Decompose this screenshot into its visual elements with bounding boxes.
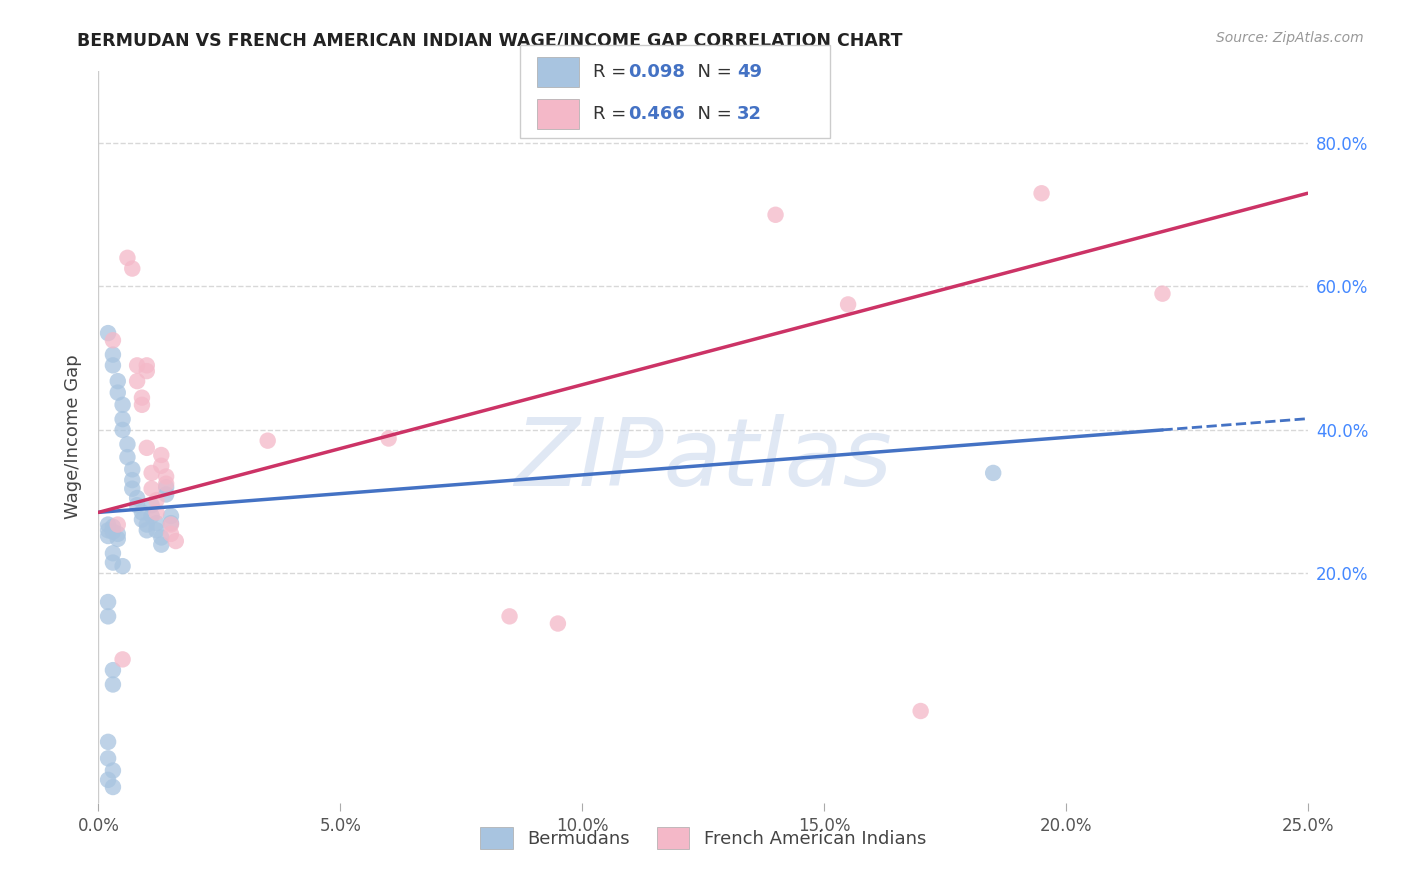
Point — [256, 434, 278, 448]
Point — [101, 556, 124, 570]
Text: Source: ZipAtlas.com: Source: ZipAtlas.com — [1216, 31, 1364, 45]
Point — [160, 517, 183, 532]
Point — [150, 531, 173, 545]
Point — [160, 516, 183, 530]
Point — [1152, 286, 1174, 301]
Point — [111, 398, 134, 412]
Point — [101, 677, 124, 691]
Point — [121, 473, 143, 487]
Point — [107, 532, 129, 546]
Point — [111, 423, 134, 437]
Point — [107, 527, 129, 541]
Point — [117, 251, 139, 265]
Point — [160, 508, 183, 523]
Point — [121, 462, 143, 476]
Point — [127, 374, 149, 388]
Point — [117, 450, 139, 465]
Point — [97, 772, 120, 787]
Point — [145, 505, 167, 519]
Point — [121, 261, 143, 276]
Point — [377, 432, 399, 446]
Point — [107, 374, 129, 388]
Point — [101, 546, 124, 560]
Point — [117, 437, 139, 451]
Point — [111, 559, 134, 574]
Text: R =: R = — [593, 105, 633, 123]
Point — [131, 391, 153, 405]
Point — [107, 517, 129, 532]
Point — [981, 466, 1004, 480]
Point — [97, 529, 120, 543]
Point — [127, 359, 149, 373]
Point — [150, 538, 173, 552]
Point — [141, 466, 163, 480]
Point — [145, 516, 167, 530]
Point — [101, 780, 124, 794]
Point — [107, 385, 129, 400]
Point — [131, 505, 153, 519]
Point — [101, 524, 124, 539]
Point — [111, 412, 134, 426]
Point — [97, 524, 120, 538]
Text: 0.098: 0.098 — [628, 62, 686, 81]
Point — [101, 359, 124, 373]
Text: N =: N = — [686, 105, 738, 123]
Point — [141, 482, 163, 496]
Point — [1031, 186, 1053, 201]
Point — [131, 398, 153, 412]
Point — [121, 482, 143, 496]
Point — [101, 333, 124, 347]
Text: N =: N = — [686, 62, 738, 81]
Point — [155, 480, 177, 494]
Point — [160, 527, 183, 541]
Point — [101, 348, 124, 362]
Text: 0.466: 0.466 — [628, 105, 685, 123]
Point — [155, 487, 177, 501]
Point — [135, 441, 157, 455]
Point — [135, 364, 157, 378]
Point — [135, 524, 157, 538]
Point — [127, 491, 149, 505]
Point — [135, 517, 157, 532]
Point — [97, 595, 120, 609]
Point — [135, 359, 157, 373]
Point — [97, 326, 120, 340]
Point — [547, 616, 569, 631]
Point — [131, 512, 153, 526]
Text: ZIPatlas: ZIPatlas — [515, 414, 891, 505]
Point — [141, 498, 163, 512]
Point — [155, 476, 177, 491]
Text: 49: 49 — [737, 62, 762, 81]
Point — [155, 469, 177, 483]
Point — [765, 208, 787, 222]
Y-axis label: Wage/Income Gap: Wage/Income Gap — [63, 355, 82, 519]
Point — [101, 663, 124, 677]
Point — [910, 704, 932, 718]
Point — [498, 609, 520, 624]
Point — [97, 609, 120, 624]
Point — [101, 519, 124, 533]
Point — [150, 458, 173, 473]
Point — [145, 524, 167, 538]
Point — [97, 751, 120, 765]
Point — [145, 493, 167, 508]
Point — [165, 534, 187, 549]
Point — [150, 448, 173, 462]
Point — [141, 508, 163, 523]
Point — [127, 498, 149, 512]
Point — [111, 652, 134, 666]
Text: BERMUDAN VS FRENCH AMERICAN INDIAN WAGE/INCOME GAP CORRELATION CHART: BERMUDAN VS FRENCH AMERICAN INDIAN WAGE/… — [77, 31, 903, 49]
Text: R =: R = — [593, 62, 633, 81]
Point — [101, 764, 124, 778]
Point — [97, 735, 120, 749]
Point — [837, 297, 859, 311]
Text: 32: 32 — [737, 105, 762, 123]
Point — [97, 517, 120, 532]
Legend: Bermudans, French American Indians: Bermudans, French American Indians — [472, 820, 934, 856]
